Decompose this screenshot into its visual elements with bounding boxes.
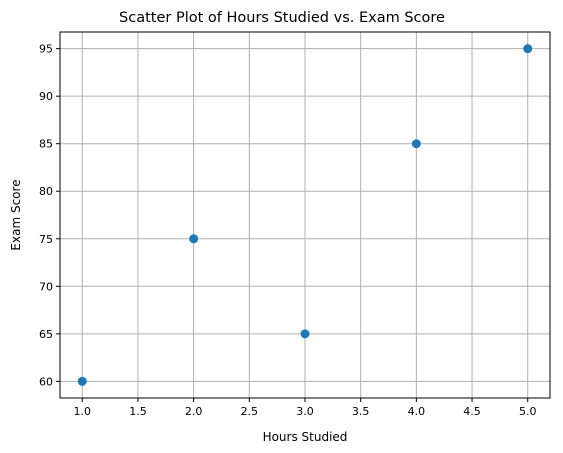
y-axis-label: Exam Score xyxy=(9,179,23,250)
y-tick-label: 75 xyxy=(39,233,53,246)
y-tick-label: 90 xyxy=(39,90,53,103)
scatter-point xyxy=(523,44,533,54)
y-tick-label: 70 xyxy=(39,280,53,293)
y-tick-label: 85 xyxy=(39,138,53,151)
x-tick-label: 2.5 xyxy=(241,405,259,418)
scatter-point xyxy=(300,329,310,339)
scatter-point xyxy=(189,234,199,244)
scatter-point xyxy=(77,376,87,386)
x-tick-label: 5.0 xyxy=(519,405,537,418)
x-tick-label: 4.0 xyxy=(408,405,426,418)
y-tick-label: 80 xyxy=(39,185,53,198)
x-axis-label: Hours Studied xyxy=(263,430,348,444)
x-tick-label: 2.0 xyxy=(185,405,203,418)
y-axis-ticks: 60 65 70 75 80 85 90 95 xyxy=(39,43,60,388)
plot-frame xyxy=(59,31,551,399)
y-tick-label: 60 xyxy=(39,375,53,388)
x-tick-label: 4.5 xyxy=(463,405,481,418)
x-tick-label: 1.0 xyxy=(74,405,92,418)
y-tick-label: 65 xyxy=(39,328,53,341)
scatter-point xyxy=(411,139,421,149)
data-points xyxy=(77,44,533,386)
x-tick-label: 3.0 xyxy=(296,405,314,418)
chart-title: Scatter Plot of Hours Studied vs. Exam S… xyxy=(119,10,445,26)
y-tick-label: 95 xyxy=(39,43,53,56)
x-tick-label: 1.5 xyxy=(129,405,147,418)
x-tick-label: 3.5 xyxy=(352,405,370,418)
x-axis-ticks: 1.0 1.5 2.0 2.5 3.0 3.5 4.0 4.5 5.0 xyxy=(74,398,537,418)
